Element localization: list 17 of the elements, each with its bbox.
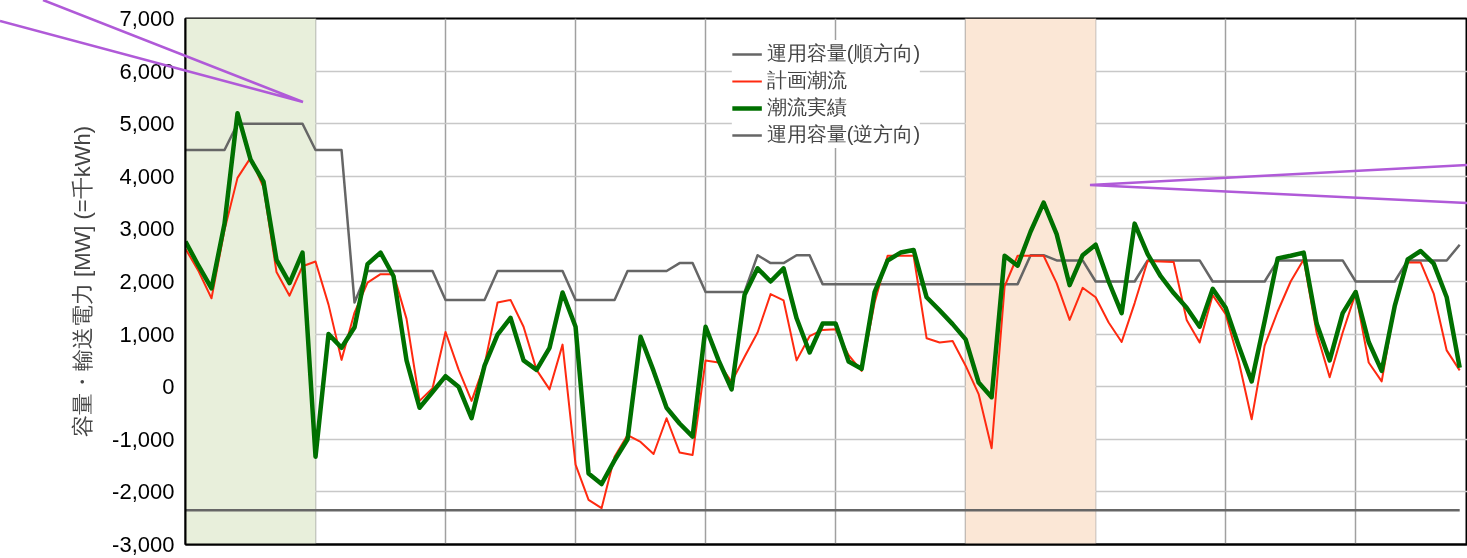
- y-tick-label: -2,000: [112, 479, 175, 505]
- legend-label: 運用容量(逆方向): [766, 122, 921, 147]
- y-axis-title: 容量・輸送電力 [MW] (=千kWh): [70, 125, 96, 438]
- y-tick-label: 3,000: [119, 216, 175, 242]
- y-tick-label: -1,000: [112, 426, 175, 452]
- y-tick-label: 2,000: [119, 269, 175, 294]
- y-tick-label: 4,000: [119, 163, 175, 189]
- y-tick-label: -3,000: [112, 532, 175, 557]
- y-tick-label: 5,000: [119, 111, 175, 137]
- y-tick-label: 7,000: [119, 6, 175, 31]
- legend-label: 運用容量(順方向): [766, 41, 921, 66]
- y-tick-label: 6,000: [119, 58, 175, 84]
- legend-label: 計画潮流: [766, 68, 847, 93]
- y-tick-label: 1,000: [119, 321, 175, 347]
- legend-label: 潮流実績: [766, 95, 847, 120]
- y-tick-label: 0: [162, 374, 175, 400]
- line-series: [185, 122, 1461, 304]
